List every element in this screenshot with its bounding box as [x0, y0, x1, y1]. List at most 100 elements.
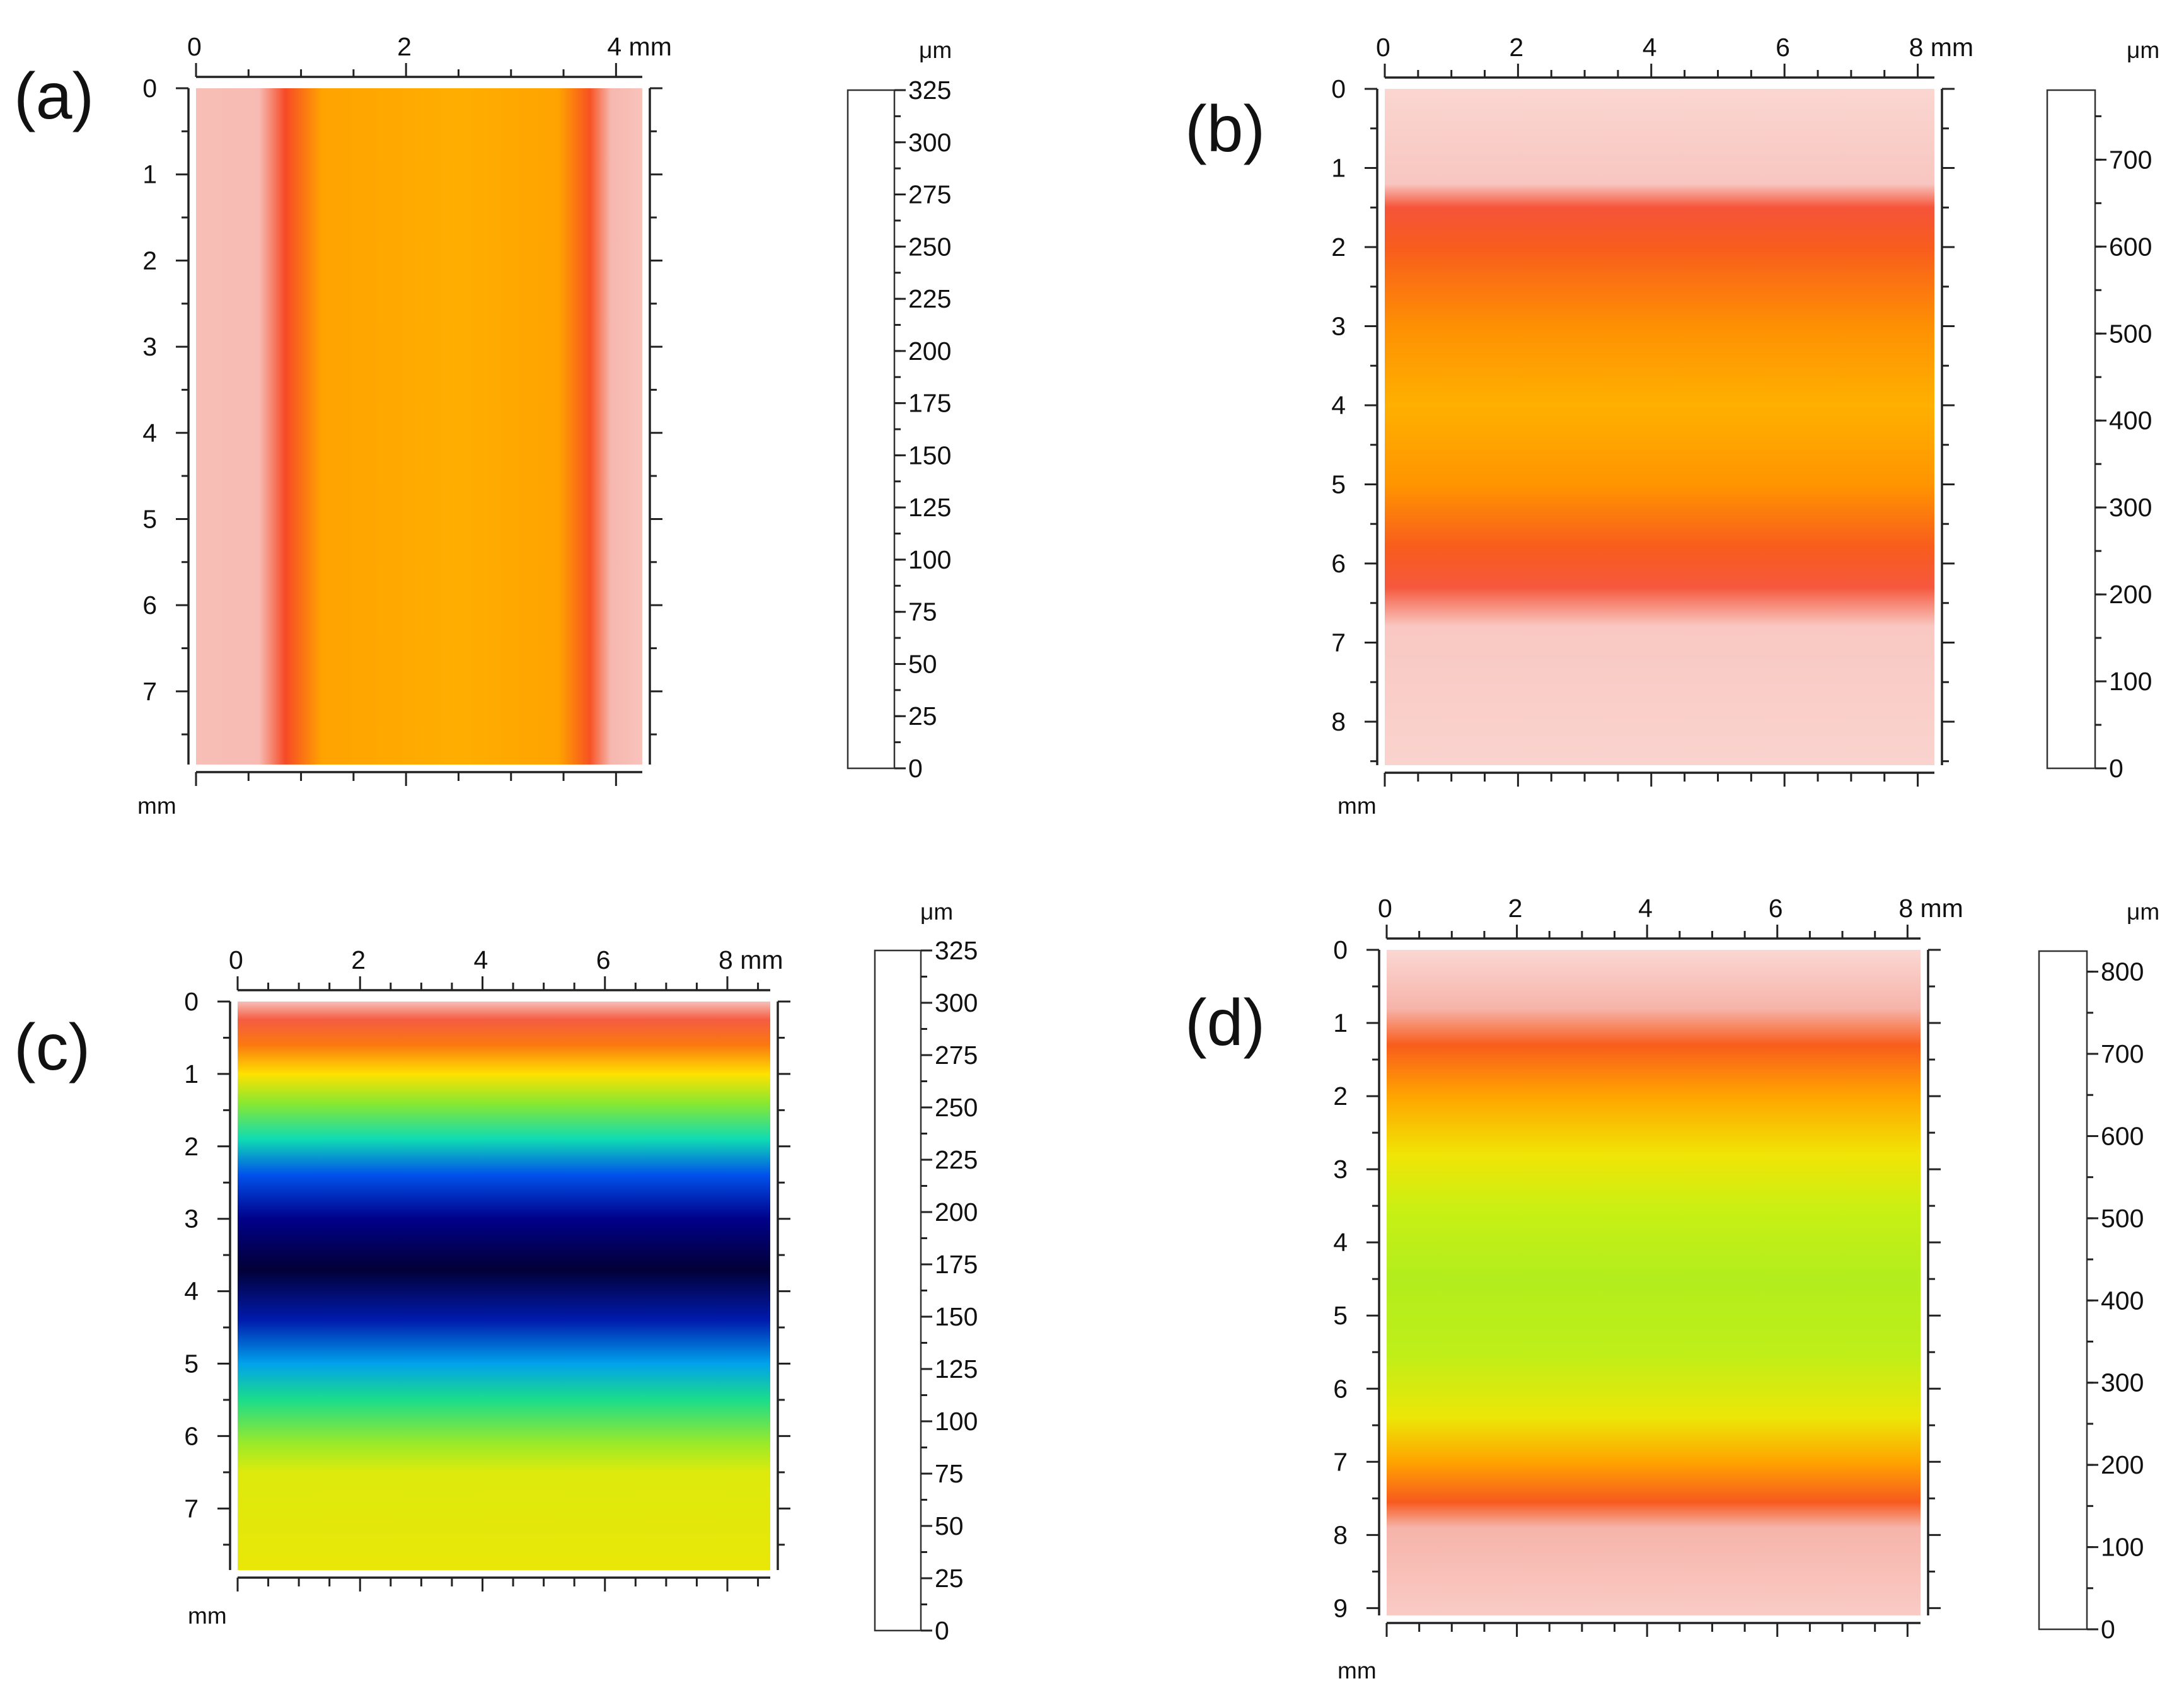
colorbar-tick-label: 0 — [2109, 754, 2123, 783]
y-tick-label: 6 — [1331, 549, 1346, 578]
x-tick-label: 8 mm — [719, 945, 783, 974]
colorbar-tick-label: 500 — [2101, 1204, 2144, 1233]
colorbar-tick-label: 500 — [2109, 319, 2152, 348]
colorbar-tick-label: 25 — [908, 702, 937, 731]
colorbar-tick-label: 800 — [2101, 957, 2144, 986]
colorbar-tick-label: 75 — [935, 1459, 964, 1488]
colorbar-tick-label: 600 — [2109, 232, 2152, 261]
colorbar-tick-label: 200 — [2101, 1450, 2144, 1479]
y-tick-label: 7 — [1333, 1447, 1348, 1476]
y-tick-label: 3 — [1333, 1155, 1348, 1184]
colorbar-tick-label: 225 — [935, 1145, 978, 1174]
colorbar-tick-label: 125 — [935, 1354, 978, 1383]
y-tick-label: 1 — [1333, 1008, 1348, 1037]
heatmap-panel-2: 0 2 4 6 8 mm 0 1 2 3 4 5 6 7 8 mm (b) 700 600 500 400 300 200… — [1185, 33, 2159, 819]
colorbar-tick-label: 700 — [2101, 1039, 2144, 1068]
colorbar-tick-label: 250 — [935, 1093, 978, 1122]
colorbar-tick-label: 300 — [908, 128, 951, 157]
height-map — [238, 1002, 770, 1570]
colorbar-tick-label: 200 — [2109, 580, 2152, 609]
colorbar-tick-label: 275 — [935, 1041, 978, 1070]
y-tick-label: 1 — [1331, 153, 1346, 182]
colorbar-tick-label: 100 — [908, 545, 951, 574]
y-tick-label: 0 — [184, 987, 199, 1016]
colorbar-tick-label: 0 — [908, 754, 923, 783]
y-tick-label: 6 — [1333, 1374, 1348, 1403]
colorbar-tick-label: 700 — [2109, 145, 2152, 174]
colorbar-tick-label: 200 — [935, 1198, 978, 1227]
colorbar-tick-label: 600 — [2101, 1121, 2144, 1150]
x-tick-label: 6 — [1776, 33, 1790, 62]
x-tick-label: 6 — [1769, 894, 1783, 923]
panel-label: (d) — [1185, 986, 1265, 1060]
y-tick-label: 1 — [184, 1060, 199, 1089]
y-axis-unit: mm — [188, 1603, 227, 1629]
colorbar-tick-label: 175 — [908, 389, 951, 418]
colorbar-tick-label: 50 — [935, 1511, 964, 1540]
y-tick-label: 3 — [184, 1204, 199, 1233]
y-axis-unit: mm — [1338, 1658, 1377, 1684]
y-tick-label: 7 — [1331, 628, 1346, 657]
colorbar-tick-label: 300 — [2101, 1368, 2144, 1397]
y-tick-label: 7 — [184, 1494, 199, 1523]
x-tick-label: 0 — [229, 945, 243, 974]
colorbar-tick-label: 0 — [935, 1616, 949, 1645]
x-tick-label: 8 mm — [1898, 894, 1963, 923]
panel-label: (c) — [14, 1011, 90, 1084]
y-tick-label: 7 — [142, 677, 157, 706]
x-tick-label: 4 mm — [607, 32, 672, 61]
x-tick-label: 2 — [351, 945, 366, 974]
y-tick-label: 5 — [1331, 470, 1346, 499]
y-tick-label: 6 — [184, 1421, 199, 1450]
y-tick-label: 0 — [1333, 935, 1348, 964]
colorbar-tick-label: 250 — [908, 232, 951, 261]
colorbar-unit: μm — [919, 37, 952, 63]
y-tick-label: 2 — [142, 246, 157, 275]
y-tick-label: 3 — [1331, 311, 1346, 340]
colorbar-unit: μm — [920, 899, 953, 925]
x-tick-label: 0 — [1378, 894, 1392, 923]
colorbar-tick-label: 75 — [908, 598, 937, 627]
heatmap-panel-4: 0 2 4 6 8 mm 0 1 2 3 4 5 6 7 8 9 mm (d) 800 700 600 500 400 30… — [1185, 894, 2159, 1684]
x-tick-label: 2 — [1509, 33, 1523, 62]
y-tick-label: 6 — [142, 591, 157, 620]
colorbar-tick-label: 25 — [935, 1564, 964, 1593]
y-tick-label: 5 — [184, 1349, 199, 1378]
y-axis-unit: mm — [137, 793, 176, 819]
x-tick-label: 4 — [1643, 33, 1657, 62]
x-tick-label: 4 — [1638, 894, 1653, 923]
panel-label: (b) — [1185, 93, 1265, 166]
colorbar-tick-label: 300 — [935, 988, 978, 1017]
colorbar-tick-label: 100 — [935, 1407, 978, 1436]
x-tick-label: 0 — [1376, 33, 1390, 62]
y-tick-label: 4 — [1333, 1228, 1348, 1257]
y-tick-label: 4 — [1331, 391, 1346, 420]
panel-label: (a) — [14, 60, 94, 133]
colorbar-tick-label: 175 — [935, 1250, 978, 1279]
x-tick-label: 6 — [596, 945, 611, 974]
colorbar — [2038, 950, 2088, 1631]
x-tick-label: 2 — [1508, 894, 1523, 923]
y-tick-label: 9 — [1333, 1593, 1348, 1622]
colorbar-tick-label: 150 — [935, 1302, 978, 1331]
x-tick-label: 2 — [397, 32, 412, 61]
y-tick-label: 3 — [142, 332, 157, 361]
colorbar-tick-label: 100 — [2101, 1533, 2144, 1562]
colorbar-tick-label: 400 — [2101, 1286, 2144, 1315]
height-map — [196, 88, 642, 765]
y-tick-label: 1 — [142, 160, 157, 189]
y-tick-label: 2 — [184, 1132, 199, 1161]
colorbar-tick-label: 325 — [908, 76, 951, 105]
colorbar-tick-label: 325 — [935, 936, 978, 965]
colorbar-unit: μm — [2127, 899, 2159, 925]
colorbar-tick-label: 0 — [2101, 1615, 2115, 1644]
colorbar-tick-label: 150 — [908, 441, 951, 470]
y-tick-label: 0 — [142, 74, 157, 103]
x-tick-label: 0 — [187, 32, 202, 61]
y-tick-label: 0 — [1331, 74, 1346, 103]
y-tick-label: 4 — [142, 419, 157, 448]
colorbar-tick-label: 100 — [2109, 667, 2152, 696]
y-tick-label: 2 — [1333, 1082, 1348, 1111]
